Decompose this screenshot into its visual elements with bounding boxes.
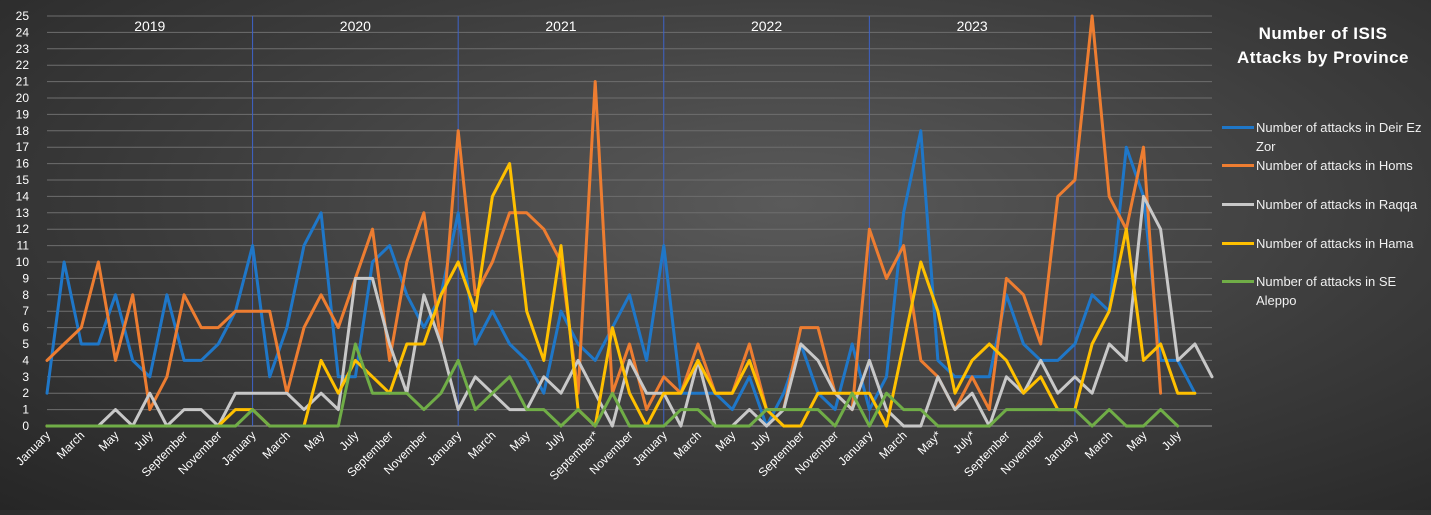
x-tick-label: July bbox=[337, 428, 362, 453]
y-tick-label: 20 bbox=[16, 91, 30, 105]
legend-label: Number of attacks in Hama bbox=[1256, 236, 1414, 251]
series-line-1 bbox=[45, 14, 1163, 412]
y-tick-label: 3 bbox=[22, 370, 29, 384]
year-labels: 2019 2020 2021 2022 2023 bbox=[134, 18, 988, 34]
year-separators bbox=[252, 16, 1076, 426]
x-tick-label: March bbox=[876, 428, 909, 461]
y-tick-label: 13 bbox=[16, 206, 30, 220]
legend-swatch bbox=[1222, 203, 1254, 206]
x-tick-label: May* bbox=[915, 428, 944, 457]
x-tick-label: July* bbox=[950, 428, 979, 457]
series-line-3 bbox=[45, 162, 1197, 428]
series-line-4 bbox=[45, 342, 1180, 428]
x-tick-label: January bbox=[630, 428, 670, 468]
y-tick-label: 24 bbox=[16, 25, 30, 39]
y-tick-label: 17 bbox=[16, 140, 30, 154]
legend-swatch bbox=[1222, 280, 1254, 283]
legend-label: Number of attacks in Deir Ez Zor bbox=[1256, 120, 1422, 154]
series-lines bbox=[45, 14, 1214, 428]
x-tick-label: July bbox=[1159, 428, 1184, 453]
legend-label: Number of attacks in Raqqa bbox=[1256, 197, 1418, 212]
legend-swatch bbox=[1222, 164, 1254, 167]
x-tick-label: January bbox=[835, 428, 875, 468]
x-tick-label: May bbox=[507, 428, 533, 454]
y-tick-label: 15 bbox=[16, 173, 30, 187]
x-tick-label: January bbox=[219, 428, 259, 468]
gridlines bbox=[47, 15, 1212, 427]
y-tick-label: 7 bbox=[22, 304, 29, 318]
chart-title: Number of ISIS Attacks by Province bbox=[1236, 24, 1409, 67]
y-tick-label: 11 bbox=[17, 239, 30, 253]
x-tick-label: July bbox=[542, 428, 567, 453]
y-tick-label: 25 bbox=[16, 9, 30, 23]
y-tick-label: 8 bbox=[22, 288, 29, 302]
y-tick-label: 21 bbox=[16, 75, 30, 89]
year-label: 2019 bbox=[134, 18, 165, 34]
y-tick-label: 19 bbox=[16, 107, 30, 121]
x-tick-label: May bbox=[301, 428, 327, 454]
x-tick-label: March bbox=[259, 428, 292, 461]
x-tick-label: March bbox=[671, 428, 704, 461]
x-tick-label: July bbox=[131, 428, 156, 453]
year-label: 2022 bbox=[751, 18, 782, 34]
x-tick-label: May bbox=[1124, 428, 1150, 454]
series-line-2 bbox=[45, 194, 1214, 428]
y-tick-label: 18 bbox=[16, 124, 30, 138]
y-tick-label: 12 bbox=[16, 222, 30, 236]
y-tick-label: 16 bbox=[16, 157, 30, 171]
x-tick-label: May bbox=[96, 428, 122, 454]
x-axis-ticks: January March May JulySeptemberNovemberJanu… bbox=[13, 428, 1184, 483]
y-tick-label: 5 bbox=[22, 337, 29, 351]
legend-label: Number of attacks in SE Aleppo bbox=[1256, 274, 1397, 308]
x-tick-label: March bbox=[54, 428, 87, 461]
year-label: 2020 bbox=[340, 18, 371, 34]
year-label: 2021 bbox=[545, 18, 576, 34]
y-tick-label: 9 bbox=[22, 271, 29, 285]
legend-label: Number of attacks in Homs bbox=[1256, 158, 1413, 173]
y-tick-label: 10 bbox=[16, 255, 30, 269]
x-tick-label: March bbox=[465, 428, 498, 461]
y-tick-label: 2 bbox=[22, 386, 29, 400]
x-tick-label: March bbox=[1082, 428, 1115, 461]
y-tick-label: 23 bbox=[16, 42, 30, 56]
x-tick-label: May bbox=[712, 428, 738, 454]
x-tick-label: January bbox=[1041, 428, 1081, 468]
x-tick-label: January bbox=[13, 428, 53, 468]
year-label: 2023 bbox=[957, 18, 988, 34]
x-tick-label: January bbox=[424, 428, 464, 468]
y-tick-label: 22 bbox=[16, 58, 30, 72]
x-tick-label: July bbox=[748, 428, 773, 453]
y-tick-label: 6 bbox=[22, 321, 29, 335]
y-axis-ticks: 0123456789101112131415161718192021222324… bbox=[16, 9, 30, 433]
y-tick-label: 0 bbox=[22, 419, 29, 433]
y-tick-label: 4 bbox=[22, 353, 29, 367]
legend-swatch bbox=[1222, 126, 1254, 129]
legend-swatch bbox=[1222, 242, 1254, 245]
y-tick-label: 1 bbox=[22, 403, 29, 417]
y-tick-label: 14 bbox=[16, 189, 30, 203]
